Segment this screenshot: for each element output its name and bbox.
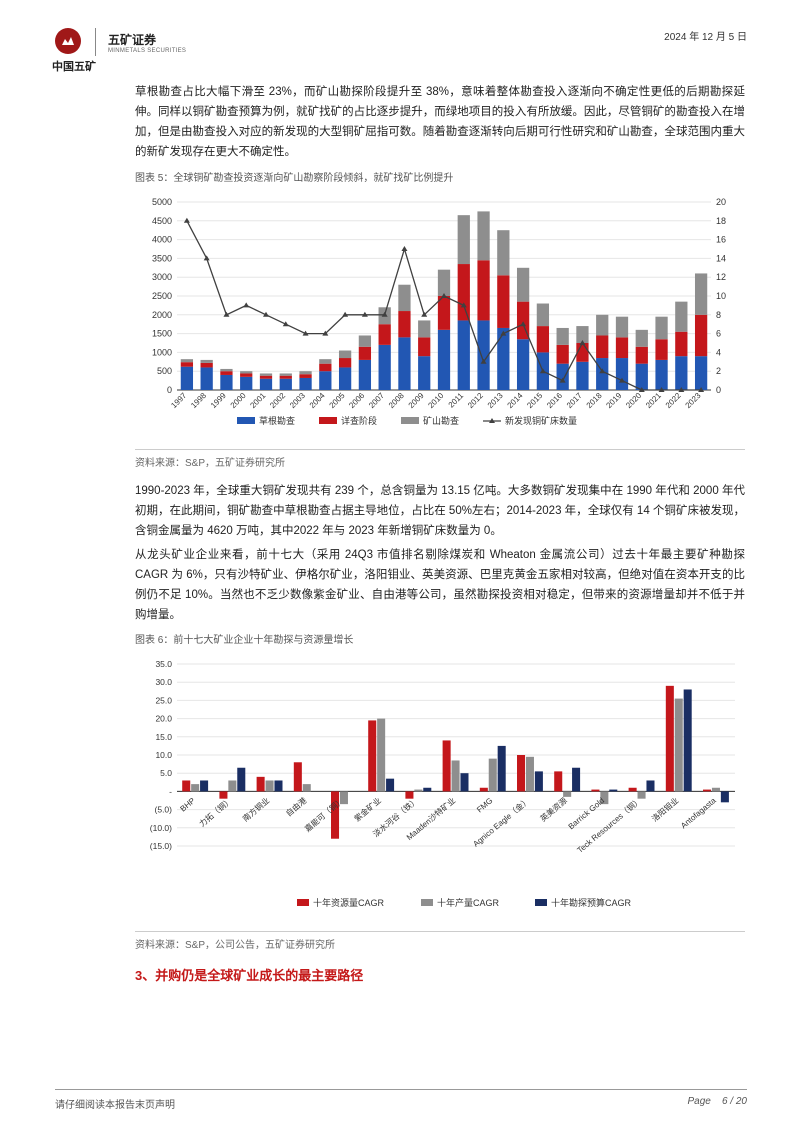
svg-text:2007: 2007 bbox=[367, 390, 386, 409]
svg-text:1998: 1998 bbox=[189, 390, 208, 409]
svg-text:2002: 2002 bbox=[268, 390, 287, 409]
paragraph-3: 从龙头矿业企业来看，前十七大（采用 24Q3 市值排名剔除煤炭和 Wheaton… bbox=[135, 545, 745, 626]
svg-text:-: - bbox=[169, 787, 172, 797]
svg-text:5.0: 5.0 bbox=[160, 769, 172, 779]
page-header: 五矿证券 MINMETALS SECURITIES 2024 年 12 月 5 … bbox=[55, 28, 747, 56]
logo-icon bbox=[55, 28, 81, 54]
svg-text:十年资源量CAGR: 十年资源量CAGR bbox=[313, 897, 385, 908]
svg-text:10.0: 10.0 bbox=[155, 750, 172, 760]
page-footer: 请仔细阅读本报告末页声明 Page 6 / 20 bbox=[55, 1089, 747, 1111]
svg-text:2011: 2011 bbox=[447, 390, 466, 409]
chart6: (15.0) (10.0) (5.0) - 5.0 10.0 15.0 20.0 25.0 30.… bbox=[135, 650, 745, 927]
svg-text:2017: 2017 bbox=[565, 390, 584, 409]
svg-text:新发现铜矿床数量: 新发现铜矿床数量 bbox=[505, 415, 577, 426]
logo-en-text: MINMETALS SECURITIES bbox=[108, 48, 186, 54]
svg-text:2009: 2009 bbox=[407, 390, 426, 409]
chart5-source: 资料来源：S&P，五矿证券研究所 bbox=[135, 449, 745, 469]
svg-text:8: 8 bbox=[716, 309, 721, 319]
chart5: 0 500 1000 1500 2000 2500 3000 3500 4000 4500 5000… bbox=[135, 188, 745, 445]
logo-block: 五矿证券 MINMETALS SECURITIES bbox=[55, 28, 186, 56]
svg-text:十年勘探预算CAGR: 十年勘探预算CAGR bbox=[551, 897, 632, 908]
svg-text:FMG: FMG bbox=[475, 796, 494, 814]
svg-text:3500: 3500 bbox=[152, 253, 172, 263]
svg-text:10: 10 bbox=[716, 291, 726, 301]
svg-text:16: 16 bbox=[716, 234, 726, 244]
svg-text:1500: 1500 bbox=[152, 328, 172, 338]
svg-text:2012: 2012 bbox=[466, 390, 485, 409]
svg-text:2003: 2003 bbox=[288, 390, 307, 409]
svg-text:25.0: 25.0 bbox=[155, 696, 172, 706]
svg-text:2006: 2006 bbox=[347, 390, 366, 409]
page-number: 6 / 20 bbox=[722, 1096, 747, 1107]
svg-text:18: 18 bbox=[716, 215, 726, 225]
svg-text:15.0: 15.0 bbox=[155, 732, 172, 742]
svg-text:5000: 5000 bbox=[152, 197, 172, 207]
svg-text:2016: 2016 bbox=[545, 390, 564, 409]
svg-text:0: 0 bbox=[716, 385, 721, 395]
chart6-title: 图表 6：前十七大矿业企业十年勘探与资源量增长 bbox=[135, 631, 745, 646]
svg-text:矿山勘查: 矿山勘查 bbox=[423, 415, 459, 426]
svg-text:20.0: 20.0 bbox=[155, 714, 172, 724]
svg-text:3000: 3000 bbox=[152, 272, 172, 282]
svg-text:1997: 1997 bbox=[169, 390, 188, 409]
svg-text:6: 6 bbox=[716, 328, 721, 338]
svg-text:1000: 1000 bbox=[152, 347, 172, 357]
chart5-title: 图表 5：全球铜矿勘查投资逐渐向矿山勘察阶段倾斜，就矿找矿比例提升 bbox=[135, 169, 745, 184]
svg-text:自由港: 自由港 bbox=[284, 796, 309, 819]
svg-text:4500: 4500 bbox=[152, 215, 172, 225]
svg-text:2022: 2022 bbox=[664, 390, 683, 409]
svg-text:2013: 2013 bbox=[486, 390, 505, 409]
svg-text:(15.0): (15.0) bbox=[150, 841, 172, 851]
svg-text:2005: 2005 bbox=[328, 390, 347, 409]
svg-text:(5.0): (5.0) bbox=[155, 805, 173, 815]
paragraph-1: 草根勘查占比大幅下滑至 23%，而矿山勘探阶段提升至 38%，意味着整体勘查投入… bbox=[135, 82, 745, 163]
svg-text:2023: 2023 bbox=[684, 390, 703, 409]
content-area: 草根勘查占比大幅下滑至 23%，而矿山勘探阶段提升至 38%，意味着整体勘查投入… bbox=[135, 82, 745, 984]
svg-text:草根勘查: 草根勘查 bbox=[259, 415, 295, 426]
page-label: Page bbox=[687, 1096, 710, 1107]
svg-text:2010: 2010 bbox=[426, 390, 445, 409]
svg-text:2008: 2008 bbox=[387, 390, 406, 409]
svg-text:(10.0): (10.0) bbox=[150, 823, 172, 833]
svg-text:12: 12 bbox=[716, 272, 726, 282]
svg-text:2015: 2015 bbox=[525, 390, 544, 409]
footer-disclaimer: 请仔细阅读本报告末页声明 bbox=[55, 1096, 175, 1111]
svg-text:0: 0 bbox=[167, 385, 172, 395]
svg-text:30.0: 30.0 bbox=[155, 678, 172, 688]
svg-text:2000: 2000 bbox=[229, 390, 248, 409]
svg-text:1999: 1999 bbox=[209, 390, 228, 409]
logo-company-text: 中国五矿 bbox=[52, 58, 96, 74]
svg-text:2014: 2014 bbox=[506, 390, 525, 409]
svg-text:详查阶段: 详查阶段 bbox=[341, 415, 377, 426]
svg-text:500: 500 bbox=[157, 366, 172, 376]
svg-text:35.0: 35.0 bbox=[155, 659, 172, 669]
svg-text:14: 14 bbox=[716, 253, 726, 263]
svg-text:2004: 2004 bbox=[308, 390, 327, 409]
svg-text:20: 20 bbox=[716, 197, 726, 207]
svg-text:十年产量CAGR: 十年产量CAGR bbox=[437, 897, 500, 908]
svg-text:2: 2 bbox=[716, 366, 721, 376]
svg-text:2018: 2018 bbox=[585, 390, 604, 409]
svg-text:Barrick Gold: Barrick Gold bbox=[567, 796, 607, 831]
logo-sub-text: 五矿证券 bbox=[108, 31, 186, 48]
svg-text:2021: 2021 bbox=[644, 390, 663, 409]
svg-text:Antofagasta: Antofagasta bbox=[679, 796, 718, 831]
svg-text:2000: 2000 bbox=[152, 309, 172, 319]
svg-text:4: 4 bbox=[716, 347, 721, 357]
paragraph-2: 1990-2023 年，全球重大铜矿发现共有 239 个，总含铜量为 13.15… bbox=[135, 481, 745, 541]
chart6-source: 资料来源：S&P，公司公告，五矿证券研究所 bbox=[135, 931, 745, 951]
svg-text:BHP: BHP bbox=[178, 796, 196, 813]
svg-text:力拓（铜）: 力拓（铜） bbox=[197, 796, 234, 829]
svg-text:2020: 2020 bbox=[624, 390, 643, 409]
report-date: 2024 年 12 月 5 日 bbox=[664, 28, 747, 43]
svg-text:2001: 2001 bbox=[248, 390, 267, 409]
svg-text:2500: 2500 bbox=[152, 291, 172, 301]
section-3-title: 3、并购仍是全球矿业成长的最主要路径 bbox=[135, 965, 745, 984]
svg-text:2019: 2019 bbox=[604, 390, 623, 409]
svg-text:4000: 4000 bbox=[152, 234, 172, 244]
